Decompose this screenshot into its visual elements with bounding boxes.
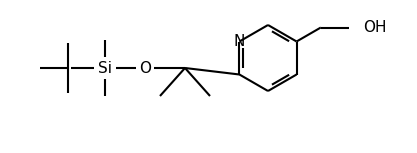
- Text: Si: Si: [98, 60, 112, 75]
- Text: O: O: [139, 60, 151, 75]
- Text: N: N: [234, 34, 245, 49]
- Text: OH: OH: [363, 20, 386, 35]
